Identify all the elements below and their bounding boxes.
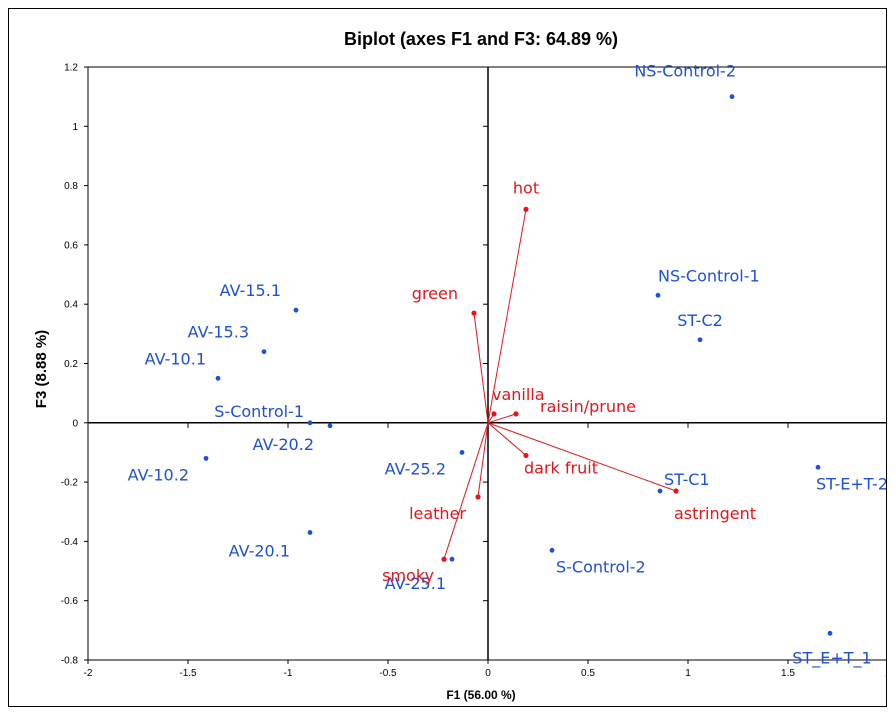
point-av-20-1 bbox=[307, 530, 313, 535]
x-tick-label: 1.5 bbox=[781, 668, 795, 679]
vector-dark-fruit bbox=[487, 422, 527, 456]
vector-tip-vanilla bbox=[491, 411, 497, 417]
y-tick-label: 0.2 bbox=[64, 359, 78, 370]
observation-label-av-15-1: AV-15.1 bbox=[220, 281, 281, 300]
observation-label-av-15-3: AV-15.3 bbox=[188, 323, 249, 342]
chart-frame: Biplot (axes F1 and F3: 64.89 %) F1 (56.… bbox=[8, 8, 887, 707]
observation-label-ns-control-2: NS-Control-2 bbox=[634, 62, 736, 81]
point-av-25-1 bbox=[449, 556, 455, 562]
y-tick-label: 1 bbox=[72, 122, 78, 133]
observation-label-st-e-t-2: ST-E+T-2 bbox=[816, 474, 886, 493]
x-tick-label: 0 bbox=[485, 668, 491, 679]
vector-tip-astringent bbox=[673, 488, 679, 494]
observation-label-av-10-2: AV-10.2 bbox=[128, 465, 189, 484]
point-st-e-t-1 bbox=[827, 630, 833, 636]
observation-label-st-c1: ST-C1 bbox=[664, 470, 710, 489]
vector-tip-leather bbox=[475, 494, 481, 500]
biplot-chart: Biplot (axes F1 and F3: 64.89 %) F1 (56.… bbox=[33, 29, 886, 702]
x-tick-label: -1.5 bbox=[179, 668, 197, 679]
observation-label-ns-control-1: NS-Control-1 bbox=[658, 266, 760, 285]
vector-astringent bbox=[487, 422, 677, 492]
observation-label-s-control-1: S-Control-1 bbox=[214, 402, 304, 421]
vector-green bbox=[473, 313, 489, 423]
x-axis-label: F1 (56.00 %) bbox=[446, 688, 515, 702]
observation-label-s-control-2: S-Control-2 bbox=[556, 557, 646, 576]
y-tick-label: 0.8 bbox=[64, 181, 78, 192]
y-tick-label: 1.2 bbox=[64, 63, 78, 74]
vector-smoky bbox=[443, 422, 489, 560]
x-tick-label: 1 bbox=[685, 668, 691, 679]
observation-label-st-e-t-1: ST_E+T_1 bbox=[792, 648, 871, 668]
labels-group: NS-Control-2 NS-Control-1 ST-C2 AV-15.1 AV-1… bbox=[128, 62, 886, 669]
point-av-25-2 bbox=[459, 450, 465, 455]
x-tick-label: 0.5 bbox=[581, 668, 595, 679]
observation-points-group bbox=[203, 94, 833, 636]
point-ns-control-2 bbox=[729, 94, 735, 100]
vector-tip-smoky bbox=[441, 556, 447, 562]
point-av-15-1 bbox=[293, 307, 299, 313]
vector-raisin-prune bbox=[487, 413, 517, 424]
point-av-10-1 bbox=[215, 375, 221, 381]
point-s-control-1 bbox=[307, 420, 313, 426]
x-tick-label: 2 bbox=[885, 668, 886, 679]
observation-label-av-25-2: AV-25.2 bbox=[385, 459, 446, 478]
vector-tip-green bbox=[471, 310, 477, 316]
observation-label-st-c2: ST-C2 bbox=[677, 311, 723, 330]
variable-label-vanilla: vanilla bbox=[492, 385, 545, 404]
observation-label-av-25-1: AV-25.1 bbox=[385, 574, 446, 593]
y-tick-label: -0.2 bbox=[61, 478, 79, 489]
y-tick-label: 0 bbox=[72, 418, 78, 429]
observation-label-av-10-1: AV-10.1 bbox=[145, 349, 206, 368]
vector-tip-hot bbox=[523, 206, 529, 212]
point-av-10-2 bbox=[203, 455, 209, 461]
ticks-group: -2 -1.5 -1 -0.5 0 0.5 1 1.5 2 -0.8 -0.6 -0.4 -0.2 0 0.… bbox=[61, 63, 886, 680]
chart-title: Biplot (axes F1 and F3: 64.89 %) bbox=[344, 29, 618, 49]
point-av-15-3 bbox=[261, 349, 267, 355]
variable-vectors-group bbox=[441, 206, 679, 562]
y-tick-label: 0.6 bbox=[64, 240, 78, 251]
variable-label-hot: hot bbox=[513, 178, 539, 197]
y-axis-label: F3 (8.88 %) bbox=[33, 330, 50, 408]
point-ns-control-1 bbox=[655, 292, 661, 298]
vector-hot bbox=[487, 209, 527, 423]
point-st-c1 bbox=[657, 488, 663, 494]
x-tick-label: -2 bbox=[84, 668, 93, 679]
y-tick-label: 0.4 bbox=[64, 300, 78, 311]
observation-label-av-20-1: AV-20.1 bbox=[229, 542, 290, 561]
point-av-20-2 bbox=[327, 423, 333, 429]
variable-label-leather: leather bbox=[409, 504, 466, 523]
variable-label-raisin-prune: raisin/prune bbox=[540, 397, 636, 416]
vector-leather bbox=[477, 422, 489, 497]
x-tick-label: -1 bbox=[284, 668, 293, 679]
x-tick-label: -0.5 bbox=[379, 668, 397, 679]
vector-tip-raisin-prune bbox=[513, 411, 519, 417]
y-tick-label: -0.8 bbox=[61, 656, 79, 667]
point-st-c2 bbox=[697, 337, 703, 343]
variable-label-astringent: astringent bbox=[674, 504, 756, 523]
variable-label-green: green bbox=[412, 284, 458, 303]
point-st-e-t-2 bbox=[815, 464, 821, 470]
variable-label-smoky: smoky bbox=[382, 566, 434, 585]
observation-label-av-20-2: AV-20.2 bbox=[253, 435, 314, 454]
vector-tip-dark-fruit bbox=[523, 452, 529, 459]
point-s-control-2 bbox=[549, 547, 555, 553]
y-tick-label: -0.6 bbox=[61, 596, 79, 607]
variable-label-dark-fruit: dark fruit bbox=[524, 458, 598, 477]
y-tick-label: -0.4 bbox=[61, 537, 79, 548]
